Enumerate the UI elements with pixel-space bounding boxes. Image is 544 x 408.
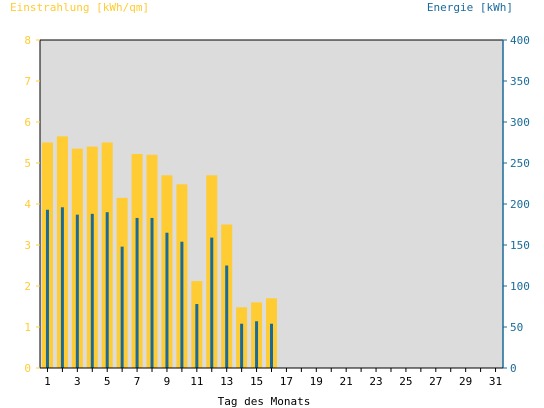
right-tick-label: 100	[510, 280, 530, 293]
x-tick-label: 25	[399, 375, 412, 388]
energy-bar	[255, 321, 259, 368]
energy-bar	[165, 232, 169, 368]
x-tick-label: 27	[429, 375, 442, 388]
energy-bar	[90, 213, 94, 368]
x-tick-label: 17	[280, 375, 293, 388]
x-axis-title: Tag des Monats	[218, 395, 311, 408]
right-tick-label: 350	[510, 75, 530, 88]
energy-bar	[150, 217, 154, 368]
x-tick-label: 29	[459, 375, 472, 388]
x-tick-label: 9	[164, 375, 171, 388]
energy-bar	[210, 237, 214, 368]
x-tick-label: 7	[134, 375, 141, 388]
right-tick-label: 200	[510, 198, 530, 211]
right-tick-label: 400	[510, 34, 530, 47]
right-tick-label: 0	[510, 362, 517, 375]
right-axis-title: Energie [kWh]	[427, 1, 513, 14]
right-tick-label: 50	[510, 321, 523, 334]
x-tick-label: 31	[489, 375, 502, 388]
left-tick-label: 6	[24, 116, 31, 129]
energy-bar	[60, 207, 64, 368]
right-tick-label: 300	[510, 116, 530, 129]
x-tick-label: 1	[44, 375, 51, 388]
left-tick-label: 2	[24, 280, 31, 293]
x-tick-label: 23	[369, 375, 382, 388]
energy-bar	[120, 246, 124, 368]
energy-bar	[240, 323, 244, 368]
left-tick-label: 0	[24, 362, 31, 375]
energy-bar	[45, 209, 49, 368]
x-tick-label: 11	[190, 375, 203, 388]
energy-bar	[270, 323, 273, 368]
x-tick-label: 19	[310, 375, 323, 388]
energy-bar	[135, 217, 139, 368]
energy-bar	[225, 265, 229, 368]
left-tick-label: 1	[24, 321, 31, 334]
x-tick-label: 21	[340, 375, 353, 388]
left-tick-label: 8	[24, 34, 31, 47]
energy-bar	[195, 304, 199, 368]
energy-bar	[75, 214, 79, 368]
right-tick-label: 250	[510, 157, 530, 170]
energy-bar	[105, 212, 109, 368]
x-tick-label: 5	[104, 375, 111, 388]
left-tick-label: 5	[24, 157, 31, 170]
x-tick-label: 13	[220, 375, 233, 388]
left-tick-label: 4	[24, 198, 31, 211]
right-tick-label: 150	[510, 239, 530, 252]
x-tick-label: 15	[250, 375, 263, 388]
left-axis-title: Einstrahlung [kWh/qm]	[10, 1, 149, 14]
left-tick-label: 7	[24, 75, 31, 88]
x-tick-label: 3	[74, 375, 81, 388]
energy-bar	[180, 241, 184, 368]
left-tick-label: 3	[24, 239, 31, 252]
